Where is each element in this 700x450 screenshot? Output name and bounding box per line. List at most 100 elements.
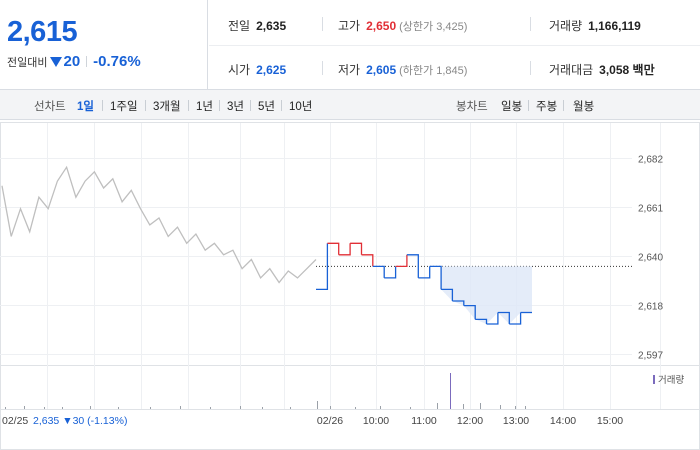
volume-bar <box>437 403 438 409</box>
y-tick-label: 2,618 <box>638 302 663 313</box>
trade-amount-value: 3,058 백만 <box>599 63 655 77</box>
today-price-segment <box>497 311 510 324</box>
trade-amount-stat: 거래대금 3,058 백만 <box>549 61 655 78</box>
today-price-segment <box>463 304 476 320</box>
volume-stat: 거래량 1,166,119 <box>549 17 641 34</box>
x-tick-label: 11:00 <box>411 415 437 427</box>
divider <box>188 100 189 111</box>
today-price-segment <box>395 254 408 268</box>
tab-weekly-candle[interactable]: 주봉 <box>536 101 558 113</box>
today-price-segment <box>441 288 454 301</box>
tab-3-months[interactable]: 3개월 <box>153 101 181 113</box>
today-price-segment <box>452 300 465 306</box>
x-tick-label: 14:00 <box>550 415 576 427</box>
x-tick-label: 10:00 <box>363 415 389 427</box>
today-price-segment <box>418 266 431 279</box>
today-price-segment <box>327 242 340 255</box>
trade-amount-label: 거래대금 <box>549 63 594 77</box>
divider <box>528 100 529 111</box>
open-value: 2,625 <box>256 63 287 77</box>
today-price-segment <box>316 243 329 291</box>
today-price-segment <box>429 265 442 290</box>
open-label: 시가 <box>228 63 251 77</box>
tab-5-years[interactable]: 5년 <box>258 101 275 113</box>
y-tick-label: 2,682 <box>638 155 663 166</box>
high-value: 2,650 <box>366 19 397 33</box>
change-amount: 20 <box>63 53 81 70</box>
tab-3-years[interactable]: 3년 <box>227 101 244 113</box>
lower-limit: (하한가 1,845) <box>399 65 468 77</box>
tab-daily-candle[interactable]: 일봉 <box>501 101 523 113</box>
change-percent: -0.76% <box>93 53 141 70</box>
volume-bar <box>463 404 464 409</box>
tab-1-year[interactable]: 1년 <box>196 101 213 113</box>
volume-bar <box>44 407 45 409</box>
intraday-price-chart: 2,682 2,661 2,640 2,618 2,597 거래량 02/26 10:00 11… <box>0 120 700 450</box>
candle-chart-label: 봉차트 <box>456 101 488 113</box>
today-price-segment <box>509 312 522 325</box>
tab-monthly-candle[interactable]: 월봉 <box>573 101 595 113</box>
prev-day-price-line <box>1 165 317 284</box>
volume-bar <box>380 406 381 409</box>
volume-bar <box>90 406 91 409</box>
volume-bar <box>5 407 6 409</box>
today-price-segment <box>361 254 374 267</box>
divider <box>530 17 531 31</box>
x-tick-label: 02/26 <box>317 415 343 427</box>
volume-bar <box>24 406 25 409</box>
low-label: 저가 <box>338 63 361 77</box>
y-tick-label: 2,661 <box>638 204 663 215</box>
volume-bar <box>525 406 526 409</box>
y-tick-label: 2,640 <box>638 253 663 264</box>
today-price-segment <box>372 265 385 278</box>
divider <box>102 100 103 111</box>
volume-bar <box>500 405 501 409</box>
volume-bar <box>150 407 151 409</box>
price-area-fill <box>441 266 532 324</box>
divider <box>250 100 251 111</box>
today-price-segment <box>384 266 397 279</box>
x-tick-label: 15:00 <box>597 415 623 427</box>
prev-day-summary: 2,635 ▼30 (-1.13%) <box>33 415 127 427</box>
divider <box>86 56 88 67</box>
chart-frame <box>0 122 700 450</box>
volume-legend-swatch <box>653 375 655 384</box>
high-label: 고가 <box>338 19 361 33</box>
down-triangle-icon <box>50 57 63 67</box>
volume-bar <box>118 407 119 409</box>
today-price-segment <box>406 254 419 278</box>
volume-bar <box>480 403 481 409</box>
today-price-segment <box>338 243 351 256</box>
x-tick-label: 13:00 <box>503 415 529 427</box>
tab-10-years[interactable]: 10년 <box>289 101 313 113</box>
prev-close-stat: 전일 2,635 <box>228 17 286 34</box>
current-price-box: 2,615 전일대비 20 -0.76% <box>0 0 208 90</box>
tab-1-day[interactable]: 1일 <box>77 101 94 113</box>
volume-value: 1,166,119 <box>588 19 641 33</box>
change-label: 전일대비 <box>7 57 48 69</box>
volume-bar <box>330 406 331 409</box>
price-summary-panel: 2,615 전일대비 20 -0.76% 전일 2,635 고가 2,650 (상한가 3… <box>0 0 700 90</box>
low-stat: 저가 2,605 (하한가 1,845) <box>338 61 467 78</box>
open-stat: 시가 2,625 <box>228 61 286 78</box>
tab-1-week[interactable]: 1주일 <box>110 101 138 113</box>
prev-close-label: 전일 <box>228 19 251 33</box>
divider <box>322 17 323 31</box>
volume-bar <box>355 407 356 409</box>
volume-bar <box>180 406 181 409</box>
volume-bar <box>450 373 451 409</box>
prev-close-value: 2,635 <box>256 19 287 33</box>
low-value: 2,605 <box>366 63 397 77</box>
volume-bar <box>515 406 516 409</box>
divider <box>322 61 323 75</box>
x-tick-label: 12:00 <box>457 415 483 427</box>
high-stat: 고가 2,650 (상한가 3,425) <box>338 17 467 34</box>
volume-bar <box>317 401 318 409</box>
divider <box>281 100 282 111</box>
y-tick-label: 2,597 <box>638 351 663 362</box>
divider <box>145 100 146 111</box>
volume-bar <box>62 407 63 409</box>
chart-period-tabs: 선차트 1일 1주일 3개월 1년 3년 5년 10년 봉차트 일봉 주봉 월봉 <box>0 90 700 120</box>
stats-divider <box>209 45 700 46</box>
volume-bar <box>240 406 241 409</box>
